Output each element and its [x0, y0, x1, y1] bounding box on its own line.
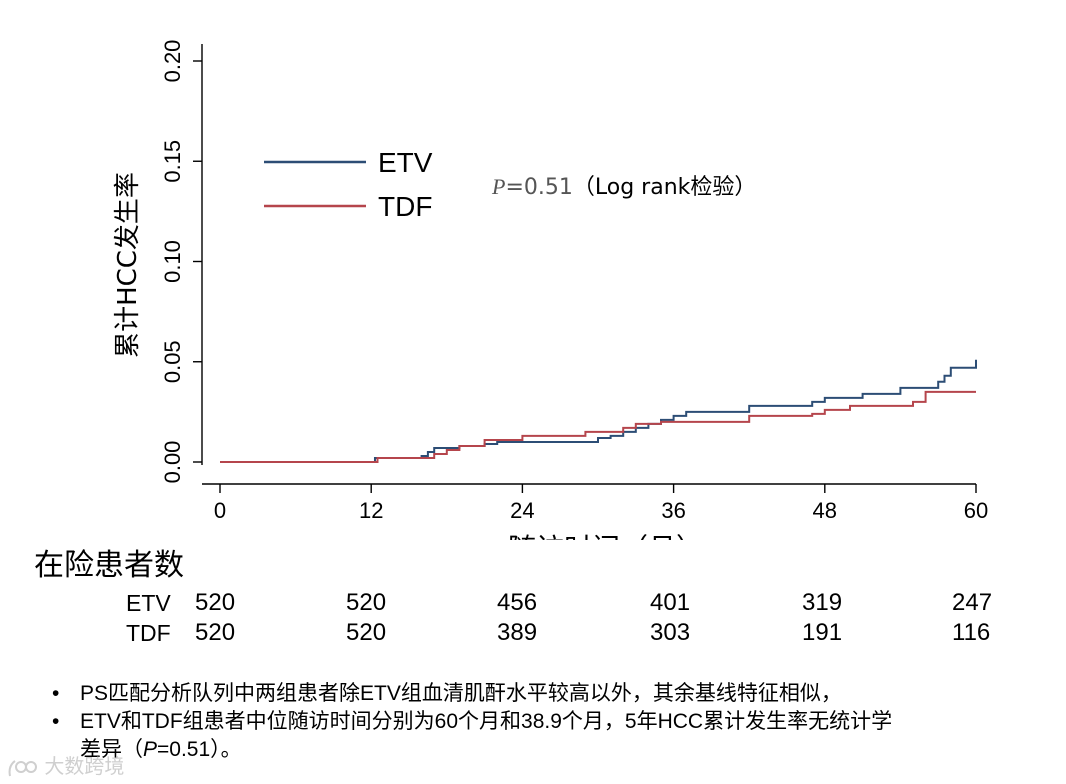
note-text: 差异（	[80, 738, 143, 761]
x-tick-label: 36	[661, 498, 685, 523]
at-risk-count: 520	[346, 619, 387, 646]
x-tick-label: 0	[214, 498, 226, 523]
legend: ETV TDF	[264, 147, 433, 222]
series-line-tdf	[220, 390, 976, 463]
bullet-icon: •	[52, 682, 60, 705]
y-tick-label: 0.00	[160, 441, 185, 484]
at-risk-row-label: TDF	[126, 620, 171, 646]
y-tick-label: 0.05	[160, 340, 185, 383]
p-value-annotation: P=0.51（Log rank检验）	[491, 174, 756, 200]
note-text: ETV和TDF组患者中位随访时间分别为60个月和38.9个月，5年HCC累计发生…	[80, 710, 893, 733]
x-tick-label: 12	[359, 498, 383, 523]
at-risk-count: 520	[346, 589, 387, 616]
at-risk-count: 303	[650, 619, 691, 646]
note-p-symbol: P	[143, 738, 158, 761]
at-risk-row-label: ETV	[126, 590, 171, 616]
at-risk-title: 在险患者数	[34, 548, 184, 583]
p-value: =0.51	[505, 175, 572, 200]
note-text: PS匹配分析队列中两组患者除ETV组血清肌酐水平较高以外，其余基线特征相似，	[80, 682, 842, 705]
y-tick-label: 0.20	[160, 40, 185, 83]
km-chart: 0.00 0.05 0.10 0.15 0.20 0 12 24 36 48 60 累计HCC发生…	[113, 40, 988, 540]
x-ticks: 0 12 24 36 48 60	[214, 484, 988, 523]
x-tick-label: 60	[964, 498, 988, 523]
series-layer	[220, 359, 977, 463]
note-item: • PS匹配分析队列中两组患者除ETV组血清肌酐水平较高以外，其余基线特征相似，	[52, 680, 1052, 708]
notes-list: • PS匹配分析队列中两组患者除ETV组血清肌酐水平较高以外，其余基线特征相似，…	[52, 680, 1052, 764]
watermark: 大数跨境	[6, 752, 124, 780]
y-ticks: 0.00 0.05 0.10 0.15 0.20	[160, 40, 202, 484]
y-axis-label: 累计HCC发生率	[113, 172, 143, 358]
at-risk-count: 520	[195, 589, 236, 616]
y-tick-label: 0.15	[160, 140, 185, 183]
at-risk-count: 116	[952, 619, 991, 646]
note-item: • ETV和TDF组患者中位随访时间分别为60个月和38.9个月，5年HCC累计…	[52, 708, 1052, 764]
y-tick-label: 0.10	[160, 240, 185, 283]
watermark-logo-icon	[8, 759, 37, 776]
legend-label-etv: ETV	[378, 147, 433, 178]
note-text: =0.51）。	[157, 738, 242, 761]
at-risk-row-etv: ETV 520 520 456 401 319 247	[0, 588, 1066, 618]
at-risk-count: 456	[497, 589, 538, 616]
watermark-text: 大数跨境	[44, 754, 125, 778]
x-tick-label: 24	[510, 498, 534, 523]
p-symbol: P	[491, 174, 505, 199]
legend-label-tdf: TDF	[378, 191, 432, 222]
at-risk-count: 247	[952, 589, 993, 616]
p-test: （Log rank检验）	[573, 175, 757, 200]
at-risk-count: 319	[802, 589, 843, 616]
series-line-etv	[220, 359, 977, 463]
at-risk-row-tdf: TDF 520 520 389 303 191 116	[0, 618, 1066, 648]
x-axis-label: 随访时间（月）	[508, 532, 704, 540]
bullet-icon: •	[52, 710, 60, 733]
at-risk-count: 389	[497, 619, 538, 646]
at-risk-count: 401	[650, 589, 691, 616]
axes	[201, 44, 976, 485]
at-risk-count: 520	[195, 619, 236, 646]
x-tick-label: 48	[813, 498, 837, 523]
at-risk-count: 191	[802, 619, 843, 646]
